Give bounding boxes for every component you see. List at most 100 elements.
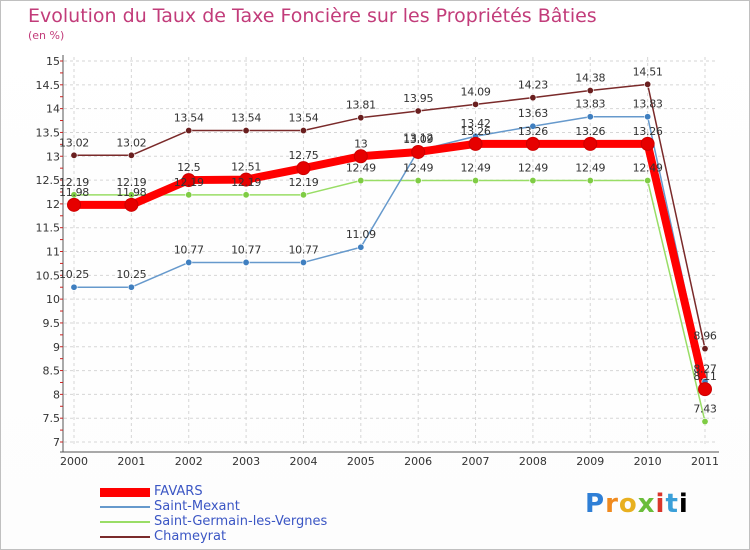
legend-swatch [100,487,150,497]
data-point [357,177,365,185]
data-point [586,87,594,95]
x-tick-label: 2005 [347,455,375,468]
y-tick-label: 13 [46,150,60,163]
y-tick-label: 8.5 [43,365,61,378]
data-point [701,418,709,426]
y-tick-label: 7 [53,436,60,449]
data-point [242,258,250,266]
data-label: 12.19 [174,176,204,189]
data-point [586,113,594,121]
data-point [583,136,598,151]
x-tick-label: 2008 [519,455,547,468]
data-point [701,345,709,353]
data-label: 11.98 [59,186,89,199]
data-point [698,382,712,397]
x-tick-label: 2001 [117,455,145,468]
data-label: 12.49 [403,162,433,175]
data-point [468,136,483,151]
data-point [357,114,365,122]
data-label: 10.77 [174,243,204,256]
data-point [299,258,307,266]
data-point [242,191,250,199]
y-tick-label: 11 [46,246,60,259]
x-tick-label: 2011 [691,455,719,468]
data-label: 13.54 [174,112,204,125]
y-tick-label: 10.5 [36,269,61,282]
data-label: 8.27 [693,363,717,376]
legend-swatch [100,536,150,538]
data-point [411,144,426,159]
data-label: 13.09 [403,133,433,146]
data-point [353,149,368,164]
data-point [299,127,307,135]
y-tick-label: 9 [53,341,60,354]
data-label: 13.42 [461,117,491,130]
data-point [644,80,652,88]
data-point [127,283,135,291]
data-label: 13.54 [288,112,318,125]
data-label: 13.95 [403,92,433,105]
data-point [414,177,422,185]
x-tick-label: 2007 [462,455,490,468]
data-label: 14.51 [633,65,663,78]
data-point [472,177,480,185]
data-point [185,127,193,135]
y-tick-label: 14 [46,103,60,116]
data-label: 8.11 [693,370,716,383]
y-tick-label: 15 [46,55,60,68]
data-label: 14.38 [575,72,605,85]
data-point [529,94,537,102]
data-label: 12.19 [288,176,318,189]
data-label: 10.25 [116,268,146,281]
data-label: 12.49 [633,162,663,175]
data-label: 12.51 [231,161,261,174]
grid-lines [64,57,715,446]
data-point [185,258,193,266]
legend-swatch [100,506,150,508]
data-label: 12.75 [288,149,318,162]
y-tick-label: 7.5 [43,412,61,425]
data-label: 11.98 [116,186,146,199]
data-point [296,161,311,176]
data-label: 8.96 [693,330,717,343]
data-point [67,197,81,212]
x-tick-label: 2009 [576,455,604,468]
y-tick-label: 8 [53,388,60,401]
legend-label: Saint-Mexant [154,499,240,514]
data-labels: 13.02 13.02 13.54 13.54 13.54 13.81 13.95 14.09… [59,65,717,415]
data-point [242,127,250,135]
data-label: 13.81 [346,99,376,112]
data-label: 13.12 [403,132,433,145]
data-label: 13 [354,137,368,150]
data-label: 10.77 [288,243,318,256]
data-label: 13.83 [575,98,605,111]
x-tick-label: 2006 [404,455,432,468]
chart-unit-label: (en %) [28,29,65,42]
x-tick-label: 2003 [232,455,260,468]
tick-labels: 7 7.5 8 8.5 9 9.5 10 10.5 11 11.5 12 12.5 13 13.5 14 14… [36,55,720,468]
series-line-favars [74,139,709,391]
data-label: 14.09 [461,85,491,98]
data-points [67,80,712,426]
data-label: 12.19 [116,176,146,189]
data-point [644,177,652,185]
y-tick-label: 10 [46,293,60,306]
series-line-saint-germain-les-vergnes [74,179,706,422]
axes [60,55,719,453]
y-tick-label: 9.5 [43,317,61,330]
data-point [124,197,139,212]
y-tick-label: 11.5 [36,222,61,235]
y-tick-label: 12.5 [36,174,61,187]
data-label: 12.49 [575,162,605,175]
x-tick-label: 2002 [175,455,203,468]
data-label: 14.23 [518,79,548,92]
data-label: 13.26 [575,125,605,138]
data-label: 10.25 [59,268,89,281]
data-label: 13.54 [231,112,261,125]
data-point [357,243,365,251]
data-label: 13.02 [59,136,89,149]
legend-label: Saint-Germain-les-Vergnes [154,514,328,529]
data-point [127,151,135,159]
y-tick-label: 14.5 [36,79,61,92]
data-point [525,136,540,151]
